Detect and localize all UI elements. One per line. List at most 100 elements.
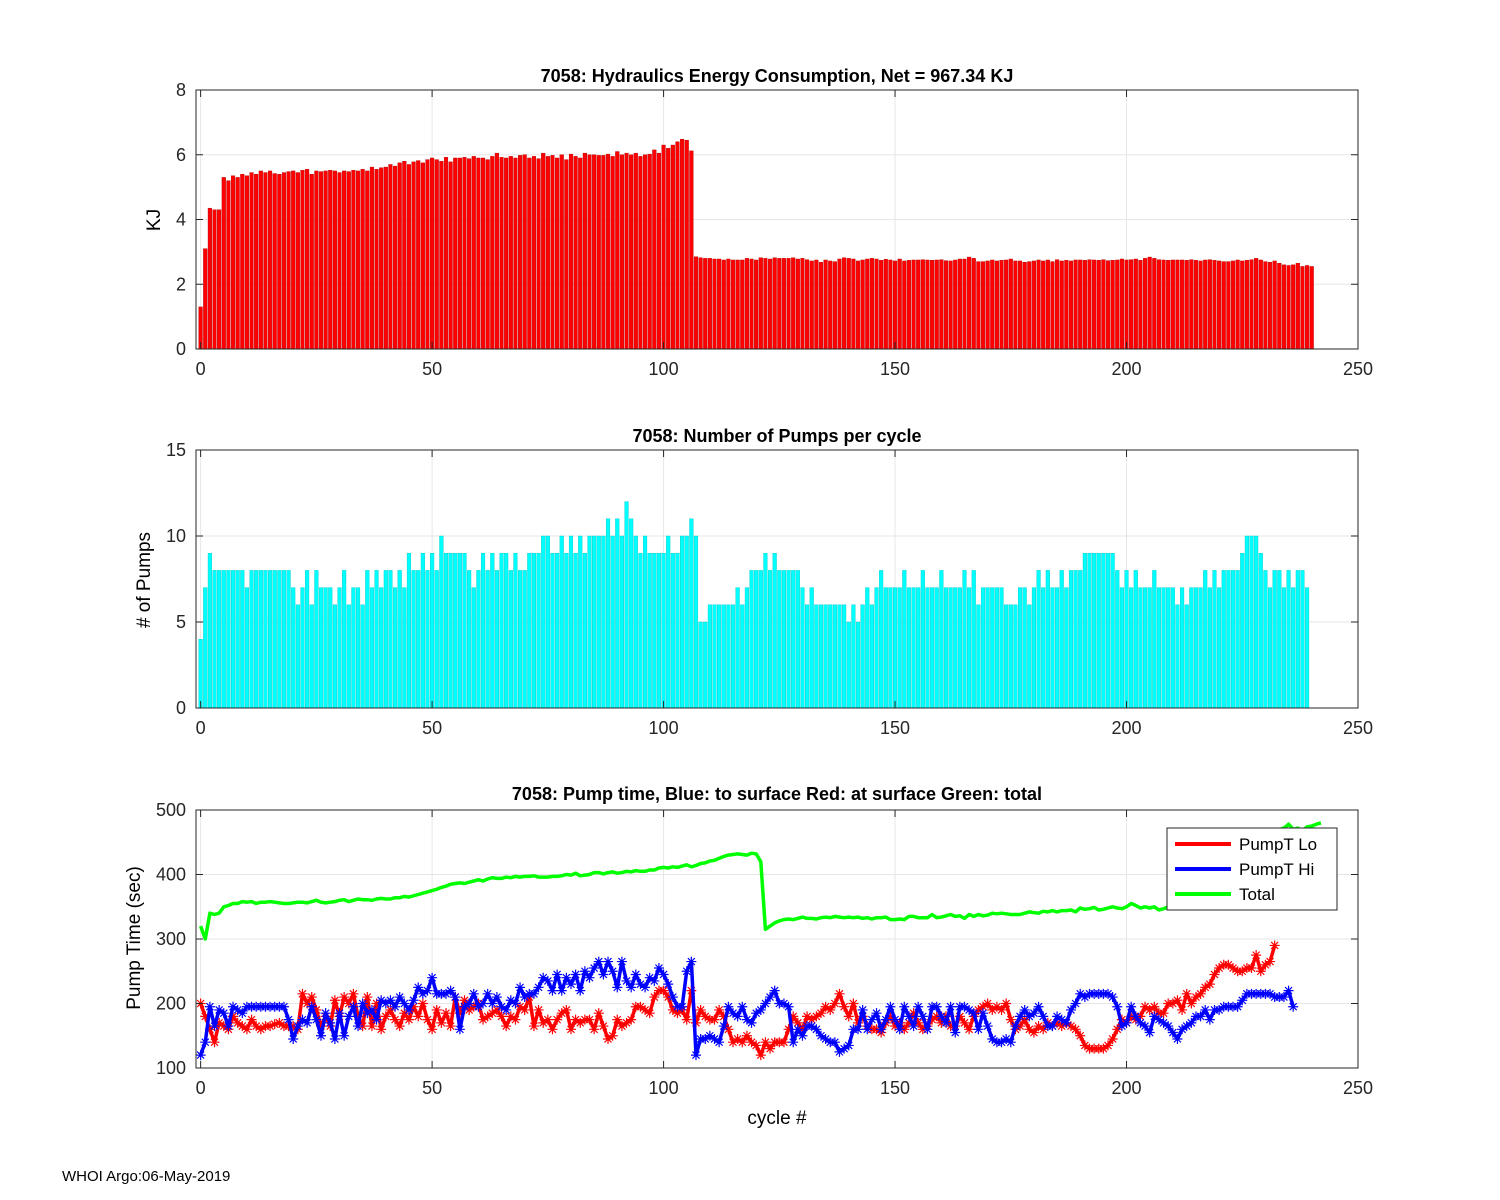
data-point [876, 1024, 887, 1035]
bar [1207, 259, 1212, 350]
bar [865, 258, 870, 350]
data-point [478, 998, 489, 1009]
energy-chart-title: 7058: Hydraulics Energy Consumption, Net… [541, 66, 1014, 86]
data-point [302, 1017, 313, 1028]
bar [1198, 587, 1203, 709]
bar [624, 152, 629, 350]
bar [1267, 262, 1273, 350]
bar [1004, 259, 1009, 350]
data-point [746, 1017, 757, 1028]
data-point [228, 1001, 239, 1012]
bar [258, 570, 263, 709]
data-point [440, 988, 451, 999]
bar [957, 587, 962, 709]
bar [1017, 260, 1023, 350]
data-point [1288, 1001, 1299, 1012]
bar [323, 170, 328, 350]
bar [707, 604, 712, 709]
bar [508, 570, 513, 709]
pump-time-chart-title: 7058: Pump time, Blue: to surface Red: a… [512, 784, 1042, 804]
bar [1017, 587, 1023, 709]
data-point [640, 1004, 651, 1015]
data-point [658, 985, 669, 996]
bar [1235, 570, 1240, 709]
data-point [1177, 1024, 1188, 1035]
bar [689, 150, 694, 350]
data-point [621, 1017, 632, 1028]
data-point [297, 1014, 308, 1025]
bar [536, 553, 541, 709]
bar [388, 570, 393, 709]
data-point [978, 1008, 989, 1019]
data-point [677, 1001, 688, 1012]
data-point [552, 1014, 563, 1025]
data-point [339, 992, 350, 1003]
data-point [834, 1046, 845, 1057]
bar [351, 170, 356, 350]
bar [1152, 570, 1157, 709]
data-point [436, 1017, 447, 1028]
bar [851, 604, 856, 709]
data-point [848, 998, 859, 1009]
bar [1258, 259, 1263, 350]
bar [425, 159, 430, 350]
bar [721, 259, 726, 350]
bar [291, 170, 296, 350]
bar [860, 604, 865, 709]
data-point [913, 1001, 924, 1012]
data-point [283, 1014, 294, 1025]
bar [522, 154, 527, 350]
bar [480, 553, 486, 709]
bar [355, 587, 361, 709]
bar [406, 164, 412, 350]
data-point [584, 972, 595, 983]
data-point [547, 985, 558, 996]
bar [235, 177, 240, 350]
bar [610, 535, 615, 709]
pump-time-legend: PumpT Lo PumpT Hi Total [1166, 827, 1338, 911]
bar [1226, 570, 1231, 709]
data-point [815, 1030, 826, 1041]
bar [971, 258, 976, 350]
data-point [690, 1050, 701, 1061]
data-point [501, 1021, 512, 1032]
data-point [718, 1021, 729, 1032]
bar [638, 156, 643, 350]
data-point [556, 1008, 567, 1019]
bar [1184, 260, 1189, 350]
data-point [880, 1014, 891, 1025]
data-point [325, 1017, 336, 1028]
bar [383, 166, 388, 350]
bar [624, 501, 629, 709]
data-point [464, 1004, 475, 1015]
bar [1105, 260, 1111, 350]
bar [268, 570, 273, 709]
data-point [278, 1001, 289, 1012]
data-point [228, 1011, 239, 1022]
data-point [403, 1004, 414, 1015]
data-point [408, 995, 419, 1006]
x-tick-label: 150 [880, 1078, 910, 1098]
bar [240, 173, 245, 350]
bar [443, 157, 449, 350]
bar [1124, 570, 1129, 709]
data-point [903, 1017, 914, 1028]
bar [786, 570, 791, 709]
data-point [1246, 963, 1257, 974]
bar [652, 553, 657, 709]
bar [1212, 570, 1217, 709]
bar [1133, 258, 1138, 350]
bar [337, 172, 342, 350]
data-point [649, 975, 660, 986]
data-point [732, 1011, 743, 1022]
bar [402, 587, 407, 709]
data-point [353, 1011, 364, 1022]
bar [425, 570, 430, 709]
data-point [1056, 1021, 1067, 1032]
data-point [496, 1001, 507, 1012]
data-point [843, 1040, 854, 1051]
bar [1240, 260, 1245, 350]
data-point [862, 1024, 873, 1035]
bar [1152, 258, 1157, 350]
bar [462, 553, 467, 709]
